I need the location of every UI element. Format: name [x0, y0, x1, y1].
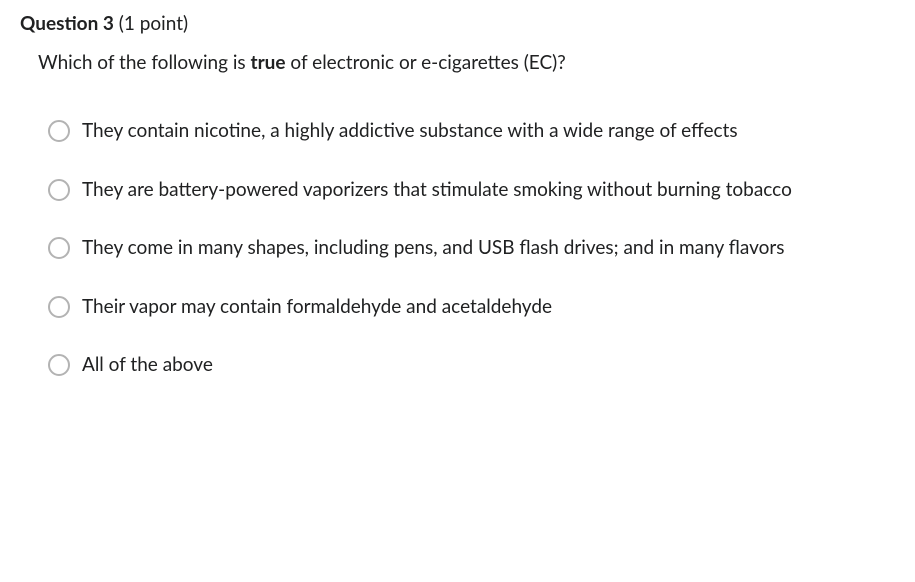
option-row[interactable]: They contain nicotine, a highly addictiv…: [48, 118, 897, 145]
option-text: They come in many shapes, including pens…: [82, 235, 897, 262]
question-number: Question 3: [20, 12, 114, 35]
option-text: They are battery-powered vaporizers that…: [82, 177, 897, 204]
option-row[interactable]: They are battery-powered vaporizers that…: [48, 177, 897, 204]
radio-icon[interactable]: [48, 354, 70, 376]
option-text: All of the above: [82, 352, 897, 379]
options-list: They contain nicotine, a highly addictiv…: [18, 118, 897, 379]
question-points: (1 point): [114, 12, 188, 35]
question-header: Question 3 (1 point): [18, 12, 897, 35]
radio-icon[interactable]: [48, 120, 70, 142]
option-row[interactable]: Their vapor may contain formaldehyde and…: [48, 294, 897, 321]
radio-icon[interactable]: [48, 296, 70, 318]
option-row[interactable]: All of the above: [48, 352, 897, 379]
question-text: Which of the following is true of electr…: [18, 51, 897, 74]
question-suffix: of electronic or e-cigarettes (EC)?: [286, 51, 566, 74]
radio-icon[interactable]: [48, 237, 70, 259]
question-prefix: Which of the following is: [38, 51, 251, 74]
question-emph: true: [251, 51, 286, 74]
option-text: Their vapor may contain formaldehyde and…: [82, 294, 897, 321]
radio-icon[interactable]: [48, 179, 70, 201]
option-row[interactable]: They come in many shapes, including pens…: [48, 235, 897, 262]
option-text: They contain nicotine, a highly addictiv…: [82, 118, 897, 145]
